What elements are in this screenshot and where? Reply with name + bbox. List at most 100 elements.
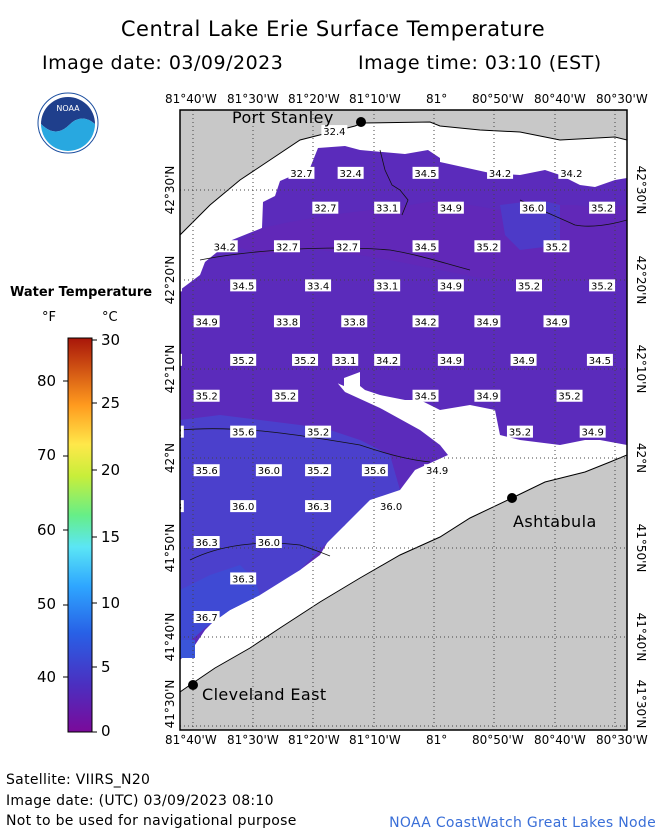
lon-label: 80°50'W <box>472 733 524 747</box>
temperature-label: 34.9 <box>510 353 537 367</box>
temperature-value: 36.3 <box>232 574 254 585</box>
svg-text:NOAA: NOAA <box>56 104 80 113</box>
temperature-value: 35.2 <box>196 392 218 403</box>
temperature-value: 32.4 <box>340 169 362 180</box>
temperature-label: 36.3 <box>193 536 220 549</box>
legend-unit-f: °F <box>42 310 56 325</box>
temperature-label: 35.2 <box>543 240 570 253</box>
lat-label: 41°50'N <box>163 523 177 573</box>
lat-label: 42°30'N <box>163 165 177 215</box>
temperature-label: 35.2 <box>292 353 319 367</box>
temperature-label: 34.5 <box>412 389 439 403</box>
lat-label: 42°N <box>163 442 177 474</box>
footer-disclaimer: Not to be used for navigational purpose <box>6 813 297 829</box>
lat-label: 41°40'N <box>634 612 648 662</box>
temperature-value: 35.2 <box>509 428 531 439</box>
temperature-label: 34.2 <box>412 315 439 328</box>
temperature-value: 35.2 <box>558 392 580 403</box>
temperature-value: 34.9 <box>545 317 567 328</box>
temperature-label: 34.9 <box>437 353 464 367</box>
temperature-value: 33.1 <box>376 204 398 215</box>
c-tick: 5 <box>101 658 111 676</box>
temperature-value: 34.9 <box>440 204 462 215</box>
temperature-value: 34.9 <box>582 428 604 439</box>
lat-label: 42°10'N <box>634 344 648 394</box>
temperature-label: 32.7 <box>288 166 315 180</box>
temperature-value: 35.6 <box>196 466 218 477</box>
temperature-value: 33.1 <box>334 356 356 367</box>
temperature-value: 35.2 <box>591 281 613 292</box>
f-tick: 80 <box>37 372 57 390</box>
temperature-label: 33.4 <box>305 279 332 292</box>
temperature-field <box>180 146 627 660</box>
image-date: Image date: 03/09/2023 <box>42 52 284 74</box>
temperature-value: 34.2 <box>376 356 398 367</box>
temperature-value: 32.7 <box>276 242 298 253</box>
temperature-label: 36.0 <box>255 536 282 549</box>
legend-colorbar <box>63 337 97 733</box>
lon-label: 81°10'W <box>349 92 401 106</box>
temperature-value: 32.4 <box>323 127 345 138</box>
temperature-value: 34.9 <box>512 356 534 367</box>
temperature-label: 32.4 <box>337 166 364 180</box>
temperature-label: 35.2 <box>589 279 616 292</box>
temperature-label: 35.6 <box>193 464 220 477</box>
contour-lines <box>180 149 627 561</box>
f-tick: 50 <box>37 595 57 613</box>
temperature-value: 35.2 <box>307 466 329 477</box>
temperature-label: 32.7 <box>334 240 361 253</box>
temperature-label: 34.9 <box>579 425 606 439</box>
temperature-label: 34.2 <box>487 166 514 180</box>
temperature-value: 33.4 <box>307 281 329 292</box>
temperature-label: 34.5 <box>412 166 439 180</box>
temperature-label: 34.9 <box>437 201 464 215</box>
temperature-value: 35.2 <box>545 242 567 253</box>
temperature-label: 35.2 <box>474 240 501 253</box>
footer-credit: NOAA CoastWatch Great Lakes Node <box>389 815 656 831</box>
lon-label: 81° <box>426 92 448 106</box>
temperature-value: 36.3 <box>196 538 218 549</box>
graticule <box>180 110 627 730</box>
canada-land <box>180 110 627 236</box>
temperature-value: 35.6 <box>364 466 386 477</box>
temperature-value: 32.7 <box>290 169 312 180</box>
temperature-label: 35.2 <box>160 425 184 439</box>
temperature-label: 32.7 <box>273 240 300 253</box>
c-tick: 25 <box>101 394 121 412</box>
temperature-label: 36.3 <box>305 500 332 513</box>
temperature-label: 33.1 <box>374 279 401 292</box>
temperature-value: 34.9 <box>440 281 462 292</box>
temperature-value: 34.2 <box>489 169 511 180</box>
temperature-value: 34.5 <box>589 356 611 367</box>
temperature-value: 34.5 <box>232 281 254 292</box>
lon-label: 80°30'W <box>596 733 648 747</box>
temperature-label: 35.2 <box>589 201 616 215</box>
c-tick: 10 <box>101 594 121 612</box>
lon-label: 81°30'W <box>227 92 279 106</box>
temperature-labels: 32.4 32.7 32.4 34.5 34.2 34.2 32.7 33.1 34.9 36.0… <box>156 125 616 662</box>
temperature-label: 36.3 <box>230 572 257 585</box>
temperature-value: 34.9 <box>440 356 462 367</box>
city-markers <box>188 117 517 690</box>
temperature-value: 36.0 <box>156 574 178 585</box>
c-tick: 15 <box>101 528 121 546</box>
legend-title: Water Temperature <box>10 285 153 300</box>
temperature-value: 35.2 <box>274 392 296 403</box>
temperature-label: 35.2 <box>230 353 257 367</box>
temperature-label: 34.9 <box>474 315 501 328</box>
temperature-value: 34.2 <box>560 169 582 180</box>
c-tick: 30 <box>101 331 121 349</box>
lat-label: 41°30'N <box>163 679 177 729</box>
lat-label: 41°30'N <box>634 679 648 729</box>
lon-label: 80°30'W <box>596 92 648 106</box>
lat-label: 42°10'N <box>163 344 177 394</box>
temperature-value: 35.2 <box>518 281 540 292</box>
temperature-label: 34.9 <box>193 315 220 328</box>
legend-unit-c: °C <box>102 310 118 325</box>
temperature-value: 34.9 <box>476 317 498 328</box>
temperature-value: 35.2 <box>160 428 182 439</box>
temperature-label: 35.2 <box>272 389 299 403</box>
temperature-label: 33.8 <box>341 315 368 328</box>
temperature-value: 35.2 <box>476 242 498 253</box>
temperature-value: 34.5 <box>414 392 436 403</box>
